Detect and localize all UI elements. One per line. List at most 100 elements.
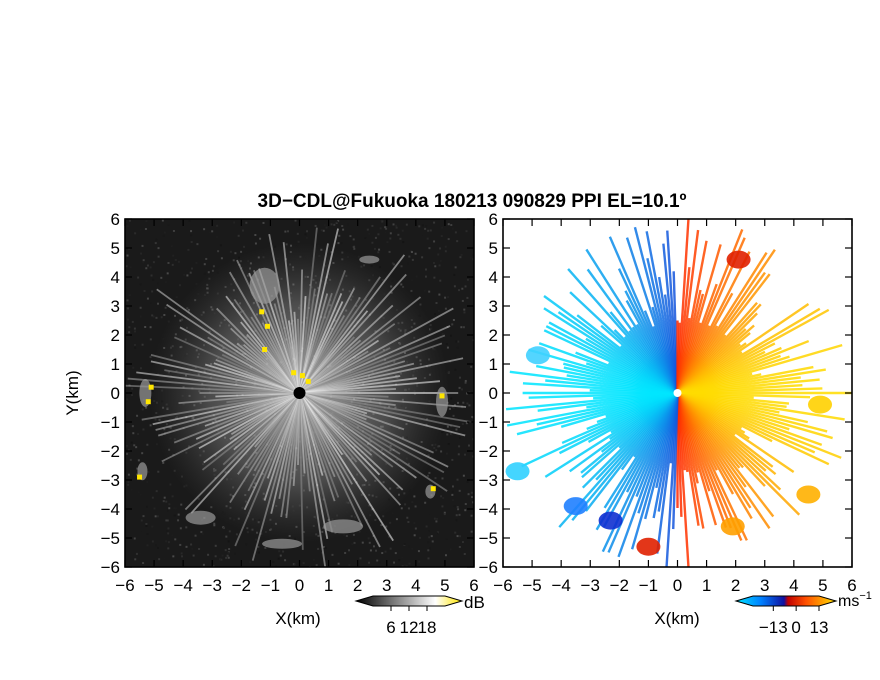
noise-speckle bbox=[439, 279, 442, 282]
noise-speckle bbox=[162, 234, 165, 237]
noise-speckle bbox=[395, 226, 398, 229]
right-x-tick-label: 6 bbox=[847, 576, 856, 595]
noise-speckle bbox=[128, 219, 131, 222]
noise-speckle bbox=[172, 254, 175, 257]
noise-speckle bbox=[157, 255, 160, 258]
noise-speckle bbox=[411, 279, 414, 282]
noise-speckle bbox=[277, 557, 280, 560]
noise-speckle bbox=[377, 233, 380, 236]
noise-speckle bbox=[154, 515, 157, 518]
noise-speckle bbox=[131, 320, 134, 323]
noise-speckle bbox=[192, 554, 195, 557]
noise-speckle bbox=[445, 343, 448, 346]
noise-speckle bbox=[185, 268, 188, 271]
noise-speckle bbox=[185, 545, 188, 548]
noise-speckle bbox=[436, 464, 439, 467]
noise-speckle bbox=[351, 543, 354, 546]
echo-ray bbox=[299, 392, 461, 429]
noise-speckle bbox=[458, 386, 461, 389]
noise-speckle bbox=[379, 227, 382, 230]
noise-speckle bbox=[440, 495, 443, 498]
noise-speckle bbox=[462, 326, 465, 329]
noise-speckle bbox=[203, 228, 206, 231]
noise-speckle bbox=[418, 225, 421, 228]
noise-speckle bbox=[391, 512, 394, 515]
noise-speckle bbox=[284, 559, 287, 562]
noise-speckle bbox=[166, 530, 169, 533]
noise-speckle bbox=[463, 308, 466, 311]
noise-speckle bbox=[407, 507, 410, 510]
noise-speckle bbox=[403, 543, 406, 546]
noise-speckle bbox=[302, 562, 305, 565]
noise-speckle bbox=[207, 553, 210, 556]
noise-speckle bbox=[439, 247, 442, 250]
noise-speckle bbox=[385, 227, 388, 230]
noise-speckle bbox=[149, 338, 152, 341]
echo-ray bbox=[251, 392, 301, 561]
noise-speckle bbox=[142, 428, 145, 431]
noise-speckle bbox=[305, 236, 308, 239]
noise-speckle bbox=[413, 522, 416, 525]
noise-speckle bbox=[306, 230, 309, 233]
noise-speckle bbox=[424, 275, 427, 278]
right-panel: −6 −5 −4 −3 −2 −1 0 1 2 3 4 5 6 −6 −5 −4 −3 −2 −1 0 1 2 3 4 5 6 X… bbox=[479, 210, 872, 637]
noise-speckle bbox=[141, 452, 144, 455]
noise-speckle bbox=[444, 245, 447, 248]
noise-speckle bbox=[139, 367, 142, 370]
noise-speckle bbox=[467, 493, 470, 496]
noise-speckle bbox=[425, 309, 428, 312]
noise-speckle bbox=[457, 340, 460, 343]
noise-speckle bbox=[149, 301, 152, 304]
echo-ray bbox=[184, 392, 301, 511]
left-colorbar-tick-label: 18 bbox=[418, 618, 437, 637]
noise-speckle bbox=[389, 521, 392, 524]
noise-speckle bbox=[455, 355, 458, 358]
left-x-tick-label: −4 bbox=[173, 576, 192, 595]
velocity-patch bbox=[525, 346, 550, 365]
right-x-tick-label: −4 bbox=[551, 576, 570, 595]
noise-speckle bbox=[366, 228, 369, 231]
echo-ray bbox=[155, 392, 300, 431]
noise-speckle bbox=[454, 266, 457, 269]
noise-speckle bbox=[430, 535, 433, 538]
left-x-tick-label: 6 bbox=[469, 576, 478, 595]
noise-speckle bbox=[177, 519, 180, 522]
left-y-tick-label: −4 bbox=[101, 500, 120, 519]
noise-speckle bbox=[155, 544, 158, 547]
left-x-tick-label: 0 bbox=[295, 576, 304, 595]
noise-speckle bbox=[139, 283, 142, 286]
noise-speckle bbox=[126, 254, 129, 257]
noise-speckle bbox=[459, 256, 462, 259]
echo-ray bbox=[298, 392, 417, 479]
echo-ray bbox=[166, 303, 300, 394]
noise-speckle bbox=[456, 478, 459, 481]
high-snr-pixel bbox=[148, 384, 154, 390]
echo-ray bbox=[299, 392, 448, 492]
noise-speckle bbox=[152, 261, 155, 264]
noise-speckle bbox=[435, 301, 438, 304]
noise-speckle bbox=[335, 221, 338, 224]
noise-speckle bbox=[450, 334, 453, 337]
velocity-patch bbox=[808, 395, 833, 414]
noise-speckle bbox=[461, 388, 464, 391]
noise-speckle bbox=[449, 432, 452, 435]
left-y-tick-label: 4 bbox=[111, 268, 120, 287]
noise-speckle bbox=[157, 470, 160, 473]
echo-ray bbox=[298, 269, 346, 394]
left-x-tick-label: −3 bbox=[203, 576, 222, 595]
right-y-tick-label: 1 bbox=[489, 355, 498, 374]
noise-speckle bbox=[436, 532, 439, 535]
noise-speckle bbox=[458, 445, 461, 448]
echo-ray bbox=[298, 243, 329, 394]
echo-ray bbox=[243, 392, 301, 511]
noise-speckle bbox=[167, 223, 170, 226]
noise-speckle bbox=[157, 247, 160, 250]
noise-speckle bbox=[462, 474, 465, 477]
noise-speckle bbox=[196, 243, 199, 246]
noise-speckle bbox=[401, 229, 404, 232]
noise-speckle bbox=[453, 404, 456, 407]
noise-speckle bbox=[145, 522, 148, 525]
noise-speckle bbox=[154, 242, 157, 245]
noise-speckle bbox=[433, 240, 436, 243]
noise-speckle bbox=[404, 503, 407, 506]
